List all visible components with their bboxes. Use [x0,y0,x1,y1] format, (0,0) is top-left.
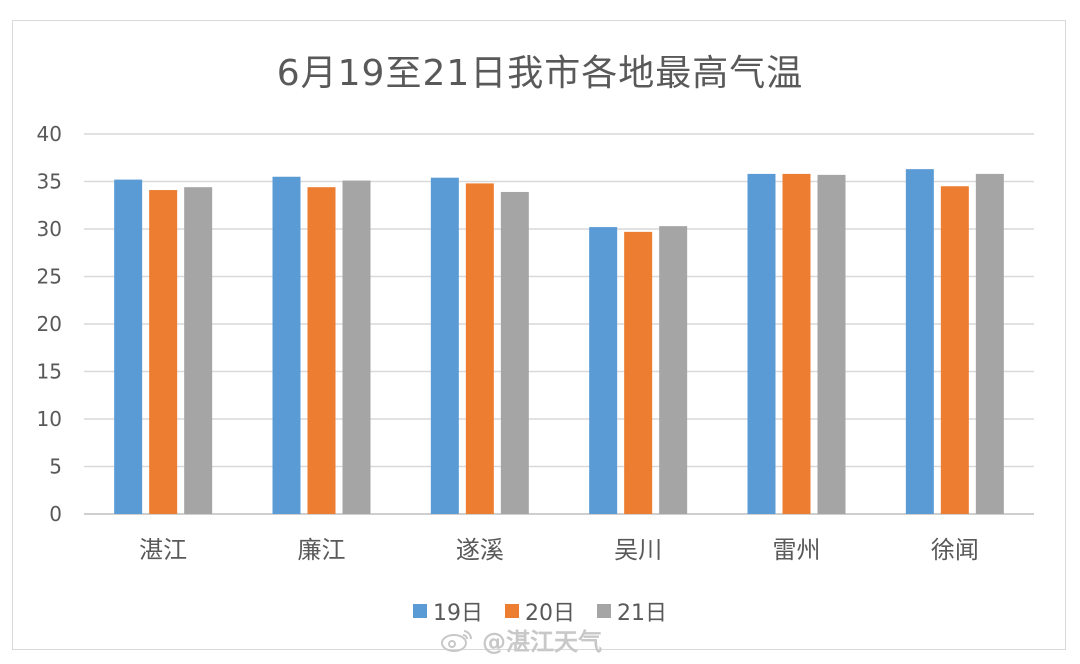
y-tick-label: 15 [37,360,62,384]
x-tick-label: 湛江 [139,536,187,564]
legend-item: 20日 [505,595,575,627]
y-tick-label: 20 [37,312,62,336]
bar-19日-遂溪 [430,177,459,514]
y-tick-label: 25 [37,265,62,289]
watermark-text: @湛江天气 [482,628,602,656]
legend-item: 19日 [413,595,483,627]
weibo-icon [441,629,473,652]
chart-frame [12,20,1066,650]
watermark: @湛江天气 [440,622,602,657]
bar-21日-廉江 [342,180,371,515]
bar-20日-廉江 [307,187,336,514]
bar-21日-吴川 [659,226,688,514]
bar-19日-徐闻 [905,169,934,514]
legend-swatch [413,604,427,618]
y-tick-label: 10 [37,407,62,431]
x-tick-label: 吴川 [614,536,662,564]
bar-19日-雷州 [747,173,776,514]
y-tick-label: 35 [37,170,62,194]
bar-21日-湛江 [184,187,213,514]
bar-20日-雷州 [782,173,811,514]
x-tick-label: 遂溪 [456,536,504,564]
y-tick-label: 0 [49,502,62,526]
legend-label: 20日 [525,601,575,626]
bar-21日-徐闻 [975,173,1004,514]
x-tick-label: 雷州 [773,536,821,564]
y-tick-label: 30 [37,217,62,241]
legend-label: 21日 [617,601,667,626]
bar-19日-湛江 [114,179,143,514]
bar-19日-吴川 [589,227,618,514]
bar-20日-遂溪 [465,183,494,514]
chart-legend: 19日 20日 21日 [0,595,1080,627]
y-tick-label: 40 [37,122,62,146]
bar-19日-廉江 [272,176,301,514]
legend-label: 19日 [433,601,483,626]
legend-item: 21日 [597,595,667,627]
bar-20日-吴川 [624,231,653,514]
bar-20日-徐闻 [940,186,969,514]
chart-title: 6月19至21日我市各地最高气温 [276,53,804,94]
bar-21日-遂溪 [500,191,529,514]
x-tick-label: 徐闻 [931,536,979,564]
legend-swatch [505,604,519,618]
bar-20日-湛江 [149,190,178,515]
legend-swatch [597,604,611,618]
y-tick-label: 5 [49,455,62,479]
x-tick-label: 廉江 [298,536,346,564]
bar-21日-雷州 [817,174,846,514]
